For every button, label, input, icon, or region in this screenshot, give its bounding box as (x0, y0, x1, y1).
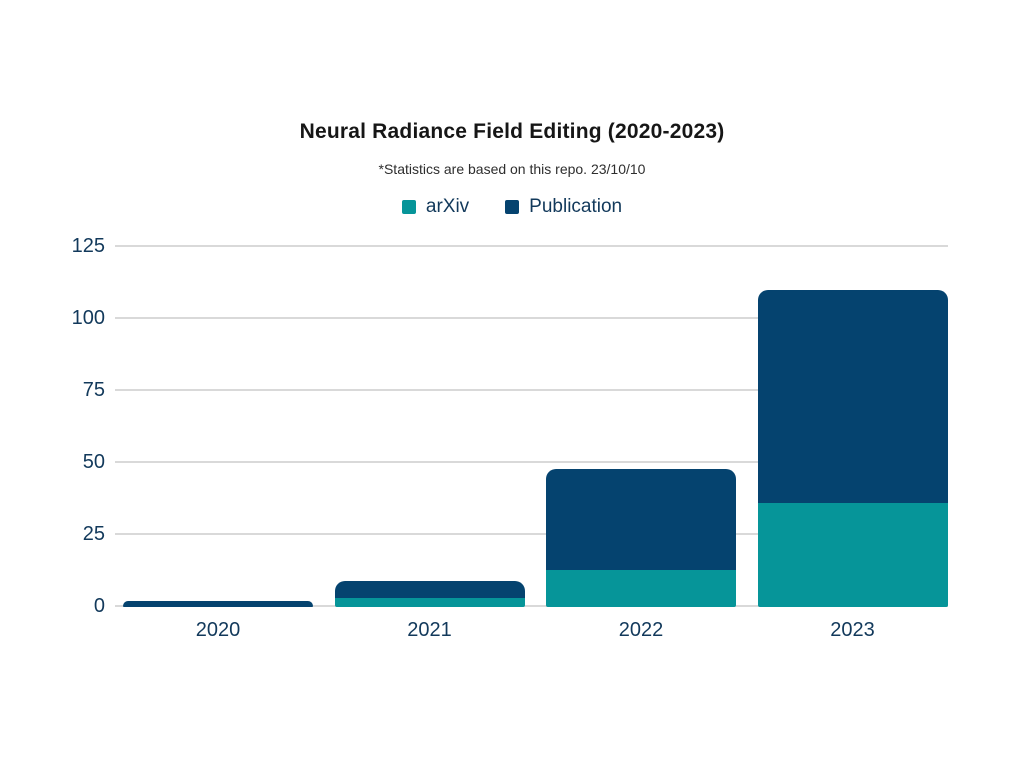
legend-swatch-publication-icon (505, 200, 520, 214)
y-axis-tick-label-25: 25 (82, 523, 105, 545)
gridline-125 (115, 245, 948, 247)
legend-item-publication[interactable]: Publication (505, 196, 622, 218)
y-axis-tick-label-50: 50 (82, 451, 105, 473)
legend-label-arxiv: arXiv (425, 196, 470, 217)
x-axis-label-2020: 2020 (195, 619, 241, 641)
bar-2022-arxiv (546, 569, 736, 607)
bar-2023-publication (757, 290, 948, 504)
gridline-25 (115, 533, 948, 535)
gridline-75 (115, 389, 948, 391)
x-axis-label-2022: 2022 (618, 619, 664, 641)
chart-title: Neural Radiance Field Editing (2020-2023… (299, 120, 725, 143)
bar-2023-arxiv (757, 503, 948, 607)
bar-2022-publication (546, 468, 736, 570)
legend-label-publication: Publication (529, 196, 623, 217)
y-axis-tick-label-100: 100 (71, 307, 105, 329)
legend-swatch-arxiv-icon (401, 200, 416, 214)
plot-area: 0 25 50 75 100 125 2020 2021 2022 2023 (72, 235, 948, 641)
gridline-100 (115, 317, 948, 319)
y-axis-tick-label-75: 75 (82, 379, 105, 401)
y-axis-tick-label-0: 0 (93, 595, 105, 617)
gridline-50 (115, 461, 948, 463)
bar-2021-arxiv (334, 598, 525, 607)
x-axis-label-2021: 2021 (407, 619, 452, 641)
bar-2020-publication (123, 601, 313, 607)
bar-2021-publication (334, 581, 525, 599)
chart-subtitle: *Statistics are based on this repo. 23/1… (378, 161, 646, 177)
legend-item-arxiv[interactable]: arXiv (401, 196, 470, 218)
gridline-0 (115, 605, 948, 607)
y-axis-tick-label-125: 125 (71, 235, 105, 257)
x-axis-label-2023: 2023 (830, 619, 875, 641)
chart-legend: arXiv Publication (0, 196, 1024, 218)
